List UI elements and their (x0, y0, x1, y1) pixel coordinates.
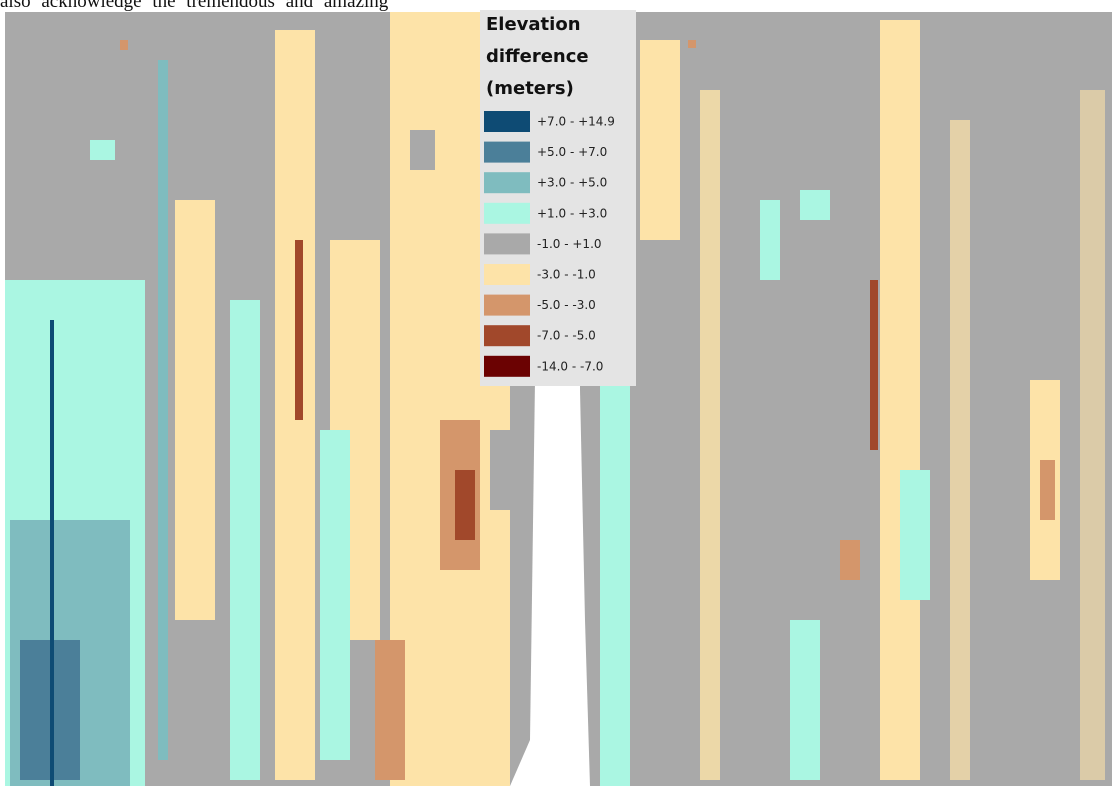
left-panel (5, 12, 535, 786)
legend-label: +3.0 - +5.0 (537, 176, 607, 190)
legend-title: Elevation (486, 14, 581, 35)
legend-label: +7.0 - +14.9 (537, 115, 615, 129)
legend-label: -7.0 - -5.0 (537, 329, 596, 343)
right-panel (580, 12, 1112, 786)
legend: Elevation difference (meters) +7.0 - +14.9 +… (480, 10, 636, 386)
legend-label: -1.0 - +1.0 (537, 237, 602, 251)
legend-title: (meters) (486, 78, 574, 99)
legend-swatch (484, 356, 530, 377)
legend-swatch (484, 295, 530, 316)
legend-label: -5.0 - -3.0 (537, 298, 596, 312)
legend-swatch (484, 233, 530, 254)
legend-swatch (484, 203, 530, 224)
legend-title: difference (486, 46, 589, 67)
legend-label: -3.0 - -1.0 (537, 268, 596, 282)
page: {"caption": "also acknowledge the tremen… (0, 0, 1115, 786)
legend-swatch (484, 111, 530, 132)
legend-swatch (484, 264, 530, 285)
legend-label: +1.0 - +3.0 (537, 206, 607, 220)
legend-label: -14.0 - -7.0 (537, 359, 603, 373)
legend-swatch (484, 172, 530, 193)
map: Elevation difference (meters) +7.0 - +14.9 +… (0, 0, 1115, 786)
legend-swatch (484, 325, 530, 346)
legend-label: +5.0 - +7.0 (537, 145, 607, 159)
legend-swatch (484, 142, 530, 163)
